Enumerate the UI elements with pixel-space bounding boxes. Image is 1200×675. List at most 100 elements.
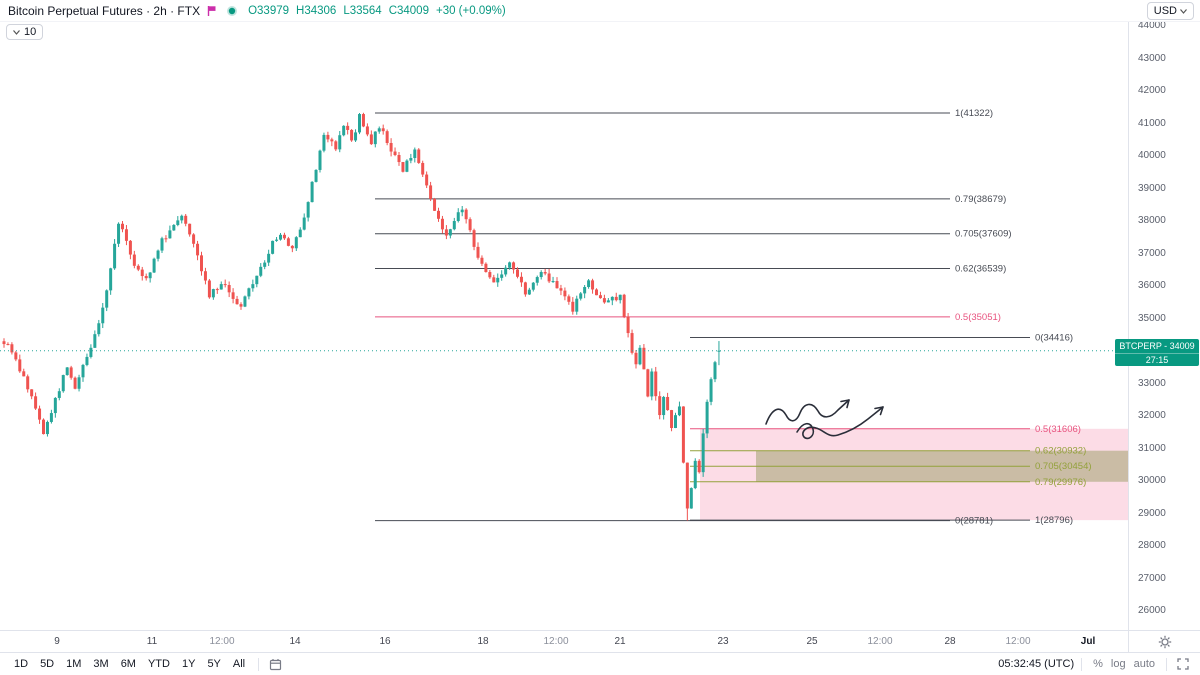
time-axis[interactable]: 9 11 12:00 14 16 18 12:00 21 23 25 12:00 28 12:00 Jul [0,630,1128,652]
bottom-toolbar: 1D 5D 1M 3M 6M YTD 1Y 5Y All 05:32:45 (UTC) % lo… [0,652,1200,675]
fib-level-label: 1(41322) [955,108,993,119]
price-chart[interactable]: 1(41322) 0.79(38679) 0.705(37609) 0.62(3653… [0,0,1128,630]
price-axis-label: 33000 [1138,377,1166,389]
time-axis-label: 12:00 [543,636,569,647]
currency-dropdown[interactable]: USD [1146,2,1194,20]
divider [258,657,260,671]
arrow-stroke [765,399,850,425]
symbol-title[interactable]: Bitcoin Perpetual Futures · 2h · FTX [8,3,201,18]
price-badge-countdown: 27:15 [1115,352,1199,366]
hand-drawn-arrow-annotation[interactable] [765,399,884,440]
price-axis-label: 37000 [1138,247,1166,259]
gear-icon [1158,635,1171,648]
current-price-badge: BTCPERP - 34009 27:15 [1115,338,1199,366]
ohlc-low: L33564 [343,4,382,17]
price-axis-label: 28000 [1138,540,1166,551]
price-axis-label: 26000 [1138,605,1166,616]
time-axis-label: 12:00 [209,636,235,647]
log-scale-button[interactable]: log [1110,658,1126,670]
fib-level-label: 0.62(36539) [955,263,1006,274]
time-axis-label: 11 [146,636,158,647]
ohlc-change: +30 (+0.09%) [435,4,506,17]
time-axis-label: Jul [1080,636,1096,647]
ohlc-high: H34306 [296,4,337,17]
price-axis-label: 42000 [1138,85,1166,96]
arrow-head [874,406,884,416]
range-button-ytd[interactable]: YTD [147,658,170,670]
fib-retracement-34416-28796[interactable]: 0(34416) 0.5(31606) 0.62(30932) 0.705(30454… [690,332,1092,526]
fib-level-label: 0.79(38679) [955,194,1006,205]
time-axis-label: 16 [379,636,391,647]
fib-level-label: 1(28796) [1035,515,1073,526]
price-axis[interactable]: BTCPERP - 34009 27:15 44000 43000 42000 410… [1115,0,1200,630]
range-button-all[interactable]: All [232,658,246,670]
range-button-1m[interactable]: 1M [66,658,82,670]
maximize-button[interactable] [1174,658,1192,670]
time-axis-label: 9 [54,636,60,647]
candlestick-series [2,112,721,521]
price-axis-label: 43000 [1138,52,1166,64]
divider [1166,657,1167,671]
fib-level-label: 0.79(29976) [1035,477,1086,488]
range-button-6m[interactable]: 6M [120,658,136,670]
fib-level-label: 0.705(37609) [955,229,1012,240]
range-button-5y[interactable]: 5Y [207,658,221,670]
percent-scale-button[interactable]: % [1093,658,1103,670]
time-axis-label: 25 [806,636,818,647]
legend-bar: Bitcoin Perpetual Futures · 2h · FTX O33… [0,0,1200,22]
go-to-date-button[interactable] [266,658,285,671]
ohlc-close: C34009 [388,4,429,17]
price-axis-label: 29000 [1138,507,1166,519]
fib-zones [700,428,1128,521]
auto-scale-button[interactable]: auto [1133,658,1155,670]
fib-level-label: 0(34416) [1035,332,1073,343]
price-axis-label: 38000 [1138,215,1166,226]
fib-level-label: 0.5(31606) [1035,424,1081,435]
time-axis-label: 23 [717,636,729,647]
utc-clock[interactable]: 05:32:45 (UTC) [998,658,1075,670]
currency-label: USD [1153,5,1177,17]
fib-level-label: 0.705(30454) [1035,461,1092,472]
ohlc-row: O33979 H34306 L33564 C34009 +30 (+0.09%) [248,5,506,17]
time-axis-label: 18 [477,636,489,647]
chevron-down-icon [13,29,20,35]
flag-icon[interactable] [206,5,218,17]
price-axis-label: 36000 [1138,280,1166,291]
time-axis-label: 28 [944,636,956,647]
time-axis-label: 21 [614,636,626,647]
arrow-head [840,399,850,409]
time-axis-label: 14 [289,636,301,647]
price-badge-symbol-price: BTCPERP - 34009 [1115,338,1199,353]
range-button-3m[interactable]: 3M [93,658,109,670]
fib-zone-pink [700,428,1128,521]
price-axis-label: 35000 [1138,312,1166,324]
legend-icons [206,5,238,17]
price-axis-label: 44000 [1138,20,1166,31]
price-axis-label: 40000 [1138,150,1166,161]
indicator-chip[interactable]: 10 [6,24,44,40]
ohlc-open: O33979 [248,4,290,17]
price-axis-label: 30000 [1138,475,1166,486]
indicator-chip-label: 10 [24,26,37,38]
chevron-down-icon [1180,8,1187,14]
range-button-1y[interactable]: 1Y [181,658,196,670]
price-axis-label: 41000 [1138,117,1166,129]
price-axis-label: 39000 [1138,182,1166,194]
range-buttons: 1D 5D 1M 3M 6M YTD 1Y 5Y All [8,656,285,672]
divider [1081,657,1083,671]
fib-level-label: 0.62(30932) [1035,446,1086,457]
range-button-5d[interactable]: 5D [40,658,55,670]
fib-level-label: 0.5(35051) [955,312,1001,323]
scale-settings-button[interactable] [1128,630,1200,652]
fib-level-label: 0(28781) [955,516,993,527]
time-axis-label: 12:00 [1005,636,1031,647]
price-axis-label: 27000 [1138,572,1166,584]
price-axis-label: 32000 [1138,410,1166,421]
range-button-1d[interactable]: 1D [14,658,29,670]
series-marker-icon [227,5,238,16]
price-axis-label: 31000 [1138,442,1166,454]
toolbar-right: 05:32:45 (UTC) % log auto [998,656,1192,672]
time-axis-label: 12:00 [867,636,893,647]
maximize-icon [1177,658,1189,670]
